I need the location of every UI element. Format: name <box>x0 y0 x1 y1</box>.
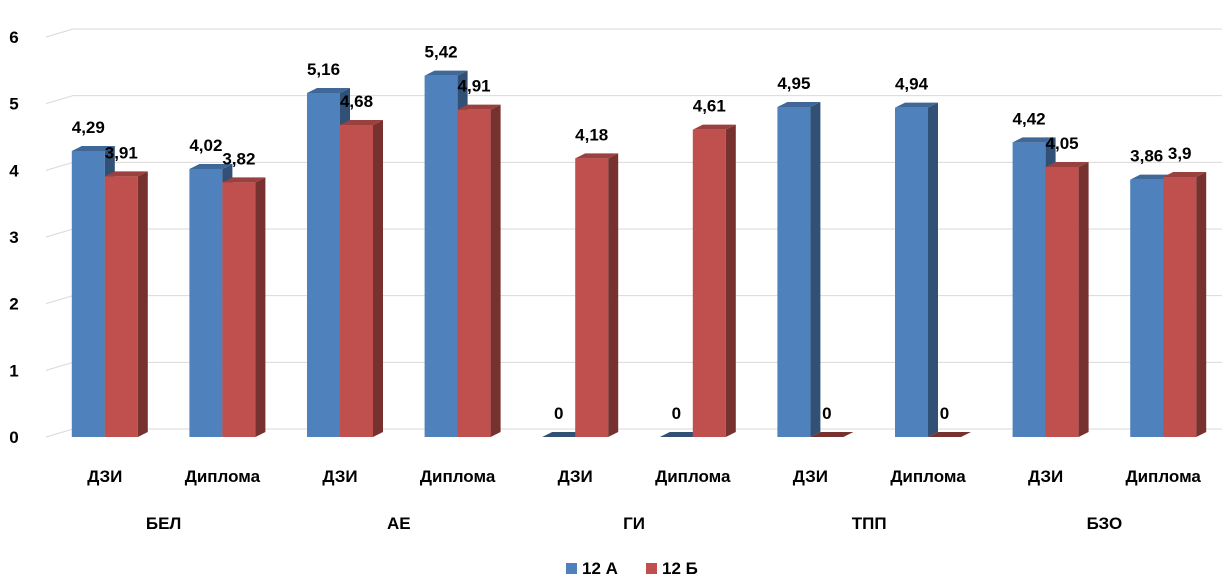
bar-b <box>928 432 971 437</box>
data-label: 4,02 <box>189 136 222 155</box>
legend-swatch <box>566 563 577 574</box>
data-label: 4,29 <box>72 118 105 137</box>
x-axis: ДЗИ Диплома ДЗИ Диплома ДЗИ Диплома ДЗИ Диплома… <box>87 467 1201 533</box>
bar-a <box>659 432 703 437</box>
data-label: 4,91 <box>458 77 491 96</box>
data-label: 4,95 <box>777 74 810 93</box>
x-group-label: АЕ <box>387 514 411 533</box>
y-tick-label: 0 <box>9 428 18 447</box>
bar-a <box>777 102 821 437</box>
bar-a <box>542 432 586 437</box>
x-category-label: ДЗИ <box>87 467 122 486</box>
data-label: 0 <box>672 404 681 423</box>
data-label: 4,68 <box>340 92 373 111</box>
y-axis: 0 1 2 3 4 5 6 <box>9 28 19 447</box>
bar-b <box>222 177 266 438</box>
x-group-label: БЗО <box>1087 514 1123 533</box>
legend-swatch <box>646 563 657 574</box>
bar-a <box>895 102 938 438</box>
y-tick-label: 3 <box>9 228 18 247</box>
data-label: 4,61 <box>693 97 726 116</box>
x-group-label: ТПП <box>852 514 887 533</box>
y-tick-label: 6 <box>9 28 18 47</box>
data-label: 4,42 <box>1013 109 1046 128</box>
bars <box>71 70 1207 438</box>
bar-b <box>575 153 619 438</box>
gridline <box>45 95 1222 105</box>
x-category-label: ДЗИ <box>558 467 593 486</box>
x-category-label: ДЗИ <box>793 467 828 486</box>
x-category-label: ДЗИ <box>1028 467 1063 486</box>
y-tick-label: 1 <box>9 361 18 380</box>
x-category-label: Диплома <box>420 467 496 486</box>
x-group-label: ГИ <box>623 514 645 533</box>
x-category-label: Диплома <box>655 467 731 486</box>
x-category-label: ДЗИ <box>322 467 357 486</box>
data-label: 3,86 <box>1130 147 1163 166</box>
legend: 12 А 12 Б <box>566 559 698 578</box>
data-label: 0 <box>940 404 949 423</box>
bar-b <box>692 124 736 438</box>
bar-b <box>1163 172 1207 437</box>
x-category-label: Диплома <box>1126 467 1202 486</box>
bar-b <box>1045 162 1089 437</box>
bar-b <box>810 432 854 437</box>
data-label: 3,82 <box>222 149 255 168</box>
y-tick-label: 2 <box>9 295 18 314</box>
data-label: 3,91 <box>105 143 138 162</box>
bar-b <box>340 120 383 437</box>
data-label: 4,05 <box>1046 134 1079 153</box>
legend-label: 12 Б <box>662 559 698 578</box>
x-group-label: БЕЛ <box>146 514 182 533</box>
data-label: 4,18 <box>575 125 608 144</box>
data-label: 0 <box>822 404 831 423</box>
y-tick-label: 4 <box>9 161 19 180</box>
data-label: 0 <box>554 404 563 423</box>
y-tick-label: 5 <box>9 95 18 114</box>
data-label: 3,9 <box>1168 144 1192 163</box>
data-label: 4,94 <box>895 75 929 94</box>
x-category-label: Диплома <box>890 467 966 486</box>
data-label: 5,42 <box>425 43 458 62</box>
bar-b <box>104 171 148 438</box>
gridline <box>45 28 1222 38</box>
data-labels: 4,29 4,02 5,16 5,42 0 0 4,95 4,94 4,42 3,86 3,91 3,… <box>72 43 1192 423</box>
data-label: 5,16 <box>307 60 340 79</box>
legend-label: 12 А <box>582 559 618 578</box>
bar-b <box>457 104 501 438</box>
x-category-label: Диплома <box>185 467 261 486</box>
